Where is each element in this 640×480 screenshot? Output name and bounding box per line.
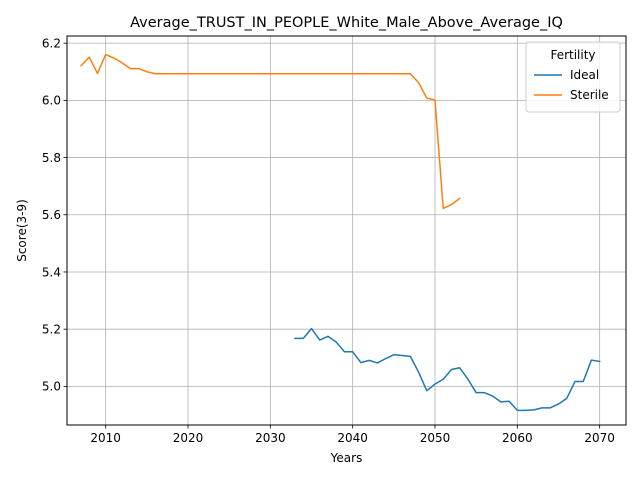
y-tick-label: 5.2 (42, 322, 61, 336)
legend-title: Fertility (550, 48, 595, 62)
plot-frame (66, 35, 627, 426)
y-tick-label: 6.0 (42, 94, 61, 108)
x-tick-label: 2030 (255, 431, 286, 445)
x-tick-label: 2070 (584, 431, 615, 445)
series-line-ideal (294, 327, 601, 412)
legend-label-ideal: Ideal (570, 68, 599, 82)
y-tick-label: 5.8 (42, 151, 61, 165)
y-axis-ticks: 5.0 5.2 5.4 5.6 5.8 6.0 6.2 (42, 36, 67, 394)
y-axis-label: Score(3-9) (15, 199, 29, 262)
legend-label-sterile: Sterile (570, 88, 609, 102)
grid (67, 36, 626, 425)
y-tick-label: 5.6 (42, 208, 61, 222)
x-tick-label: 2060 (502, 431, 533, 445)
y-tick-label: 5.0 (42, 380, 61, 394)
x-tick-label: 2050 (420, 431, 451, 445)
series-line-sterile (79, 53, 461, 210)
x-axis-ticks: 2010 2020 2030 2040 2050 2060 2070 (90, 425, 615, 445)
x-tick-label: 2040 (337, 431, 368, 445)
chart-title: Average_TRUST_IN_PEOPLE_White_Male_Above… (130, 15, 563, 31)
legend: Fertility Ideal Sterile (525, 41, 621, 113)
x-tick-label: 2010 (90, 431, 121, 445)
x-tick-label: 2020 (173, 431, 204, 445)
series-lines (79, 53, 601, 412)
legend-items: Ideal Sterile (534, 68, 609, 102)
x-axis-label: Years (330, 451, 363, 465)
y-tick-label: 6.2 (42, 36, 61, 50)
y-tick-label: 5.4 (42, 265, 61, 279)
